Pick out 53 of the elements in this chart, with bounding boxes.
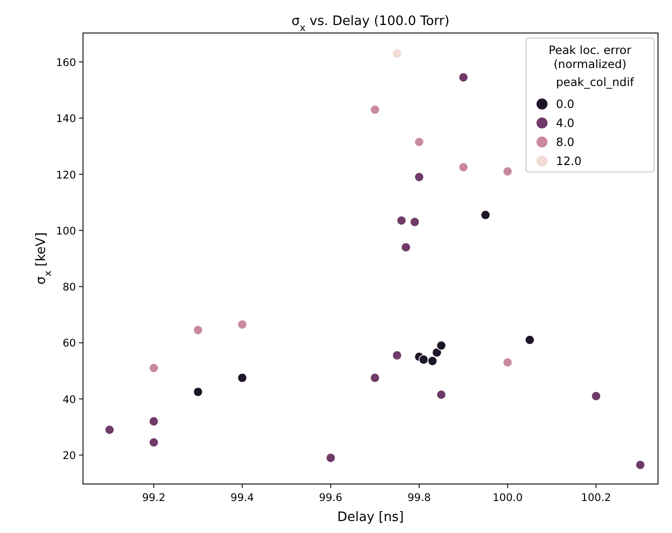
y-tick-label: 140 — [56, 113, 76, 126]
point — [458, 162, 468, 172]
point — [392, 48, 402, 58]
x-tick-label: 99.6 — [318, 492, 343, 504]
legend-label: 8.0 — [556, 135, 574, 149]
x-tick-label: 99.4 — [230, 492, 254, 504]
point — [591, 391, 602, 402]
point — [414, 172, 424, 182]
point — [148, 363, 159, 374]
chart-title: σ$_{x}$ vs. Delay (100.0 Torr) — [292, 14, 450, 34]
point — [436, 340, 446, 351]
y-tick-label: 60 — [62, 338, 76, 350]
point — [410, 216, 420, 227]
point — [370, 104, 380, 115]
point — [414, 136, 424, 147]
point — [400, 242, 411, 252]
y-tick-label: 80 — [62, 282, 76, 294]
legend-label: 12.0 — [556, 154, 582, 168]
y-tick-label: 20 — [62, 450, 76, 462]
point — [104, 424, 115, 435]
point — [396, 216, 406, 226]
point — [436, 390, 446, 400]
legend-label: 4.0 — [556, 116, 574, 130]
point — [193, 325, 203, 336]
y-tick-label: 120 — [56, 169, 76, 182]
x-tick-label: 99.8 — [407, 492, 431, 504]
point — [193, 386, 203, 397]
x-tick-label: 100.0 — [492, 492, 523, 504]
point — [480, 210, 490, 220]
point — [502, 357, 513, 368]
point — [524, 334, 535, 345]
point — [427, 356, 438, 366]
point — [392, 350, 402, 360]
point — [635, 460, 646, 470]
point — [237, 372, 248, 383]
point — [418, 354, 429, 365]
x-axis-title: Delay [ns] — [337, 510, 404, 525]
point — [326, 452, 336, 463]
point — [432, 348, 442, 358]
y-tick-label: 100 — [56, 225, 76, 238]
point — [458, 72, 468, 82]
x-tick-label: 100.2 — [581, 492, 612, 504]
point — [502, 166, 513, 176]
legend-title: Peak loc. error (normalized) — [548, 43, 632, 71]
point — [237, 319, 248, 330]
y-tick-label: 40 — [62, 394, 76, 406]
color-bar-title: peak_col_ndif — [556, 75, 635, 89]
x-tick-label: 99.2 — [142, 492, 166, 504]
legend-label: 0.0 — [556, 97, 574, 111]
y-tick-label: 160 — [56, 56, 76, 69]
point — [370, 372, 380, 383]
point — [148, 437, 159, 448]
point — [148, 416, 159, 426]
